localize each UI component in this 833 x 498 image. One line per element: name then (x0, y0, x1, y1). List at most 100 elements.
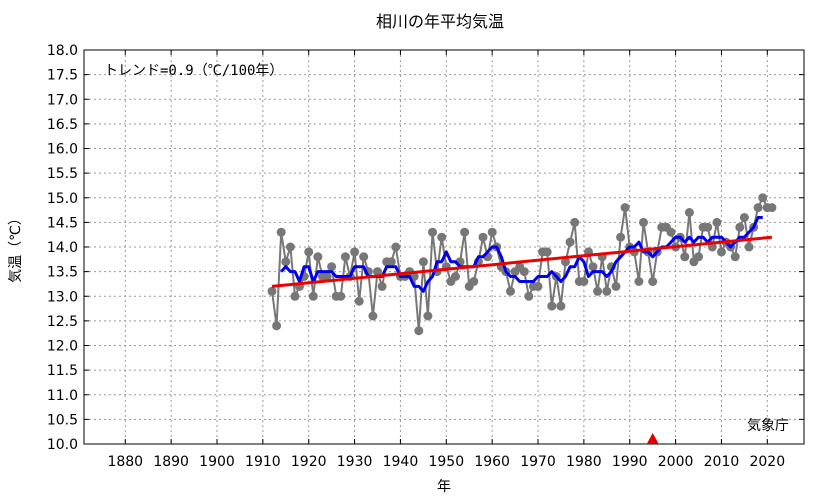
x-tick-label: 1980 (566, 454, 602, 470)
annual-data-point (602, 286, 612, 296)
annual-data-point (570, 217, 580, 227)
credit-label: 気象庁 (747, 418, 789, 434)
annual-data-point (753, 203, 763, 213)
annual-data-point (739, 213, 749, 222)
y-tick-label: 15.0 (47, 191, 78, 207)
annual-data-point (648, 277, 658, 286)
annual-data-point (373, 267, 382, 277)
annual-data-point (588, 262, 598, 272)
annual-data-point (428, 227, 437, 237)
x-tick-label: 1910 (245, 454, 281, 470)
annual-data-point (451, 272, 460, 281)
annual-data-point (542, 247, 552, 257)
x-tick-label: 1990 (612, 454, 648, 470)
annual-data-point (437, 232, 447, 242)
annual-data-point (336, 291, 346, 301)
y-tick-label: 17.0 (47, 92, 78, 108)
annual-data-point (524, 291, 534, 301)
annual-data-point (290, 291, 300, 301)
annual-data-point (556, 301, 566, 311)
y-tick-label: 16.0 (47, 142, 78, 158)
x-tick-label: 1930 (337, 454, 373, 470)
x-axis-label: 年 (437, 479, 451, 495)
annual-data-point (368, 311, 378, 321)
annual-data-point (712, 217, 722, 227)
annual-data-point (281, 257, 291, 267)
annual-data-point (276, 227, 286, 237)
x-tick-label: 2020 (749, 454, 785, 470)
annual-data-point (313, 252, 323, 262)
x-tick-label: 1970 (520, 454, 556, 470)
y-tick-label: 11.0 (47, 388, 78, 404)
annual-data-point (735, 222, 745, 232)
x-tick-label: 2010 (704, 454, 740, 470)
annual-data-point (460, 227, 470, 237)
annual-data-point (620, 203, 630, 213)
annual-data-point (565, 237, 575, 247)
y-tick-label: 10.0 (47, 437, 78, 453)
annual-data-point (717, 247, 726, 257)
annual-data-point (744, 242, 754, 252)
annual-data-point (634, 277, 644, 286)
annual-data-point (767, 203, 777, 213)
y-tick-label: 17.5 (47, 68, 78, 84)
annual-data-point (267, 286, 277, 296)
annual-data-point (616, 232, 626, 242)
annual-data-point (414, 326, 424, 336)
annual-data-point (304, 247, 314, 257)
annual-data-point (593, 286, 603, 296)
annual-data-point (469, 277, 479, 286)
annual-data-point (285, 242, 295, 252)
annual-data-point (487, 227, 497, 237)
annual-data-point (418, 257, 428, 267)
x-tick-label: 2000 (658, 454, 694, 470)
annual-data-point (758, 193, 768, 203)
y-tick-label: 12.5 (47, 314, 78, 330)
y-tick-label: 12.0 (47, 339, 78, 355)
chart-title: 相川の年平均気温 (376, 12, 504, 31)
trend-line (271, 235, 773, 288)
annual-data-point (666, 227, 676, 237)
y-axis-label: 気温（℃） (8, 211, 24, 283)
x-tick-label: 1920 (291, 454, 327, 470)
moving-average-line (280, 216, 763, 293)
annual-data-point (533, 281, 543, 291)
annual-data-point (386, 257, 396, 267)
annual-data-point (423, 311, 433, 321)
annual-data-point (611, 281, 621, 291)
annual-data-point (519, 267, 529, 277)
series-layer (267, 193, 777, 336)
annual-data-point (684, 208, 694, 217)
annual-data-point (639, 217, 648, 227)
annual-data-point (308, 291, 318, 301)
annual-data-point (272, 321, 282, 331)
y-axis-ticks: 10.0 10.5 11.0 11.5 12.0 12.5 13.0 13.5 14.0 14.5… (47, 43, 804, 453)
annual-data-point (354, 296, 364, 306)
x-tick-label: 1890 (153, 454, 189, 470)
annual-data-point (391, 242, 401, 252)
y-tick-label: 15.5 (47, 166, 78, 182)
annual-data-point (340, 252, 350, 262)
y-tick-label: 14.0 (47, 240, 78, 256)
annual-data-point (350, 247, 360, 257)
y-tick-label: 13.5 (47, 265, 78, 281)
annual-data-point (322, 272, 332, 281)
x-tick-label: 1900 (199, 454, 235, 470)
annual-data-point (359, 252, 369, 262)
x-axis-ticks: 1880 1890 1900 1910 1920 1930 1940 1950 1960 1970… (107, 50, 785, 470)
y-tick-label: 13.0 (47, 289, 78, 305)
year-marker-triangle (646, 433, 659, 444)
y-tick-label: 18.0 (47, 43, 78, 59)
trend-annotation: トレンド=0.9（℃/100年） (104, 63, 283, 79)
y-tick-label: 10.5 (47, 412, 78, 428)
annual-data-point (547, 301, 557, 311)
x-tick-label: 1880 (107, 454, 143, 470)
annual-data-point (506, 286, 515, 296)
annual-data-point (694, 252, 703, 262)
x-tick-label: 1950 (428, 454, 464, 470)
x-tick-label: 1960 (474, 454, 510, 470)
y-tick-label: 14.5 (47, 215, 78, 231)
annual-data-point (327, 262, 337, 272)
annual-data-point (579, 277, 589, 286)
